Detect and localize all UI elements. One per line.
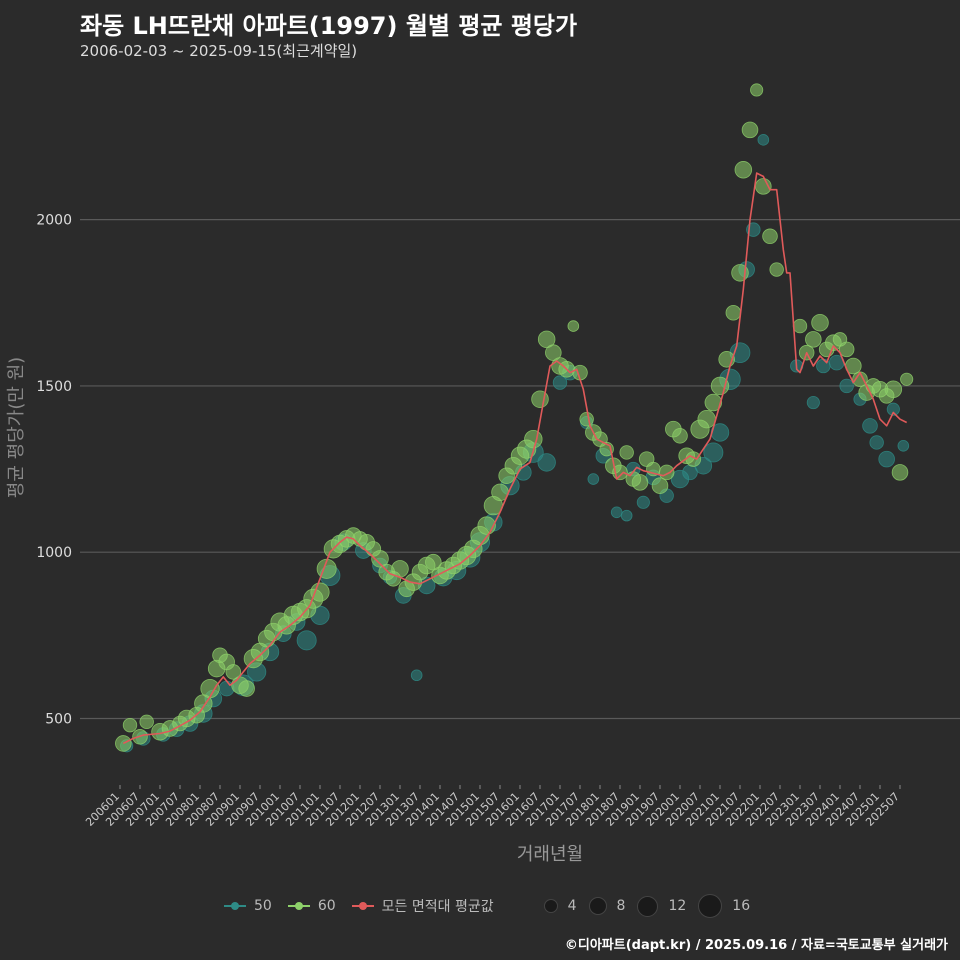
y-tick-label: 1000	[36, 545, 72, 561]
data-point-50	[862, 418, 878, 434]
y-tick-label: 2000	[36, 213, 72, 229]
data-point-50	[537, 453, 556, 472]
data-point-60	[741, 121, 759, 139]
size-label-8: 8	[616, 898, 626, 914]
x-axis-title: 거래년월	[517, 844, 583, 865]
legend: 50 60 모든 면적대 평균값 4 8 12 16	[222, 894, 763, 918]
data-point-60	[838, 341, 855, 358]
data-point-60	[225, 664, 242, 680]
data-point-50	[897, 439, 910, 452]
data-point-50	[869, 435, 884, 450]
size-dot-8	[588, 897, 607, 915]
legend-item-60[interactable]: 60	[286, 898, 336, 914]
data-point-60	[651, 477, 669, 494]
size-dot-12	[637, 895, 659, 917]
legend-item-average[interactable]: 모든 면적대 평균값	[350, 896, 494, 916]
data-point-60	[537, 330, 556, 349]
data-point-50	[878, 450, 895, 468]
data-point-60	[805, 331, 822, 348]
legend-label-average: 모든 면적대 평균값	[381, 899, 494, 915]
legend-label-60: 60	[317, 898, 336, 914]
size-legend-item: 8	[588, 897, 626, 915]
size-legend-item: 4	[543, 898, 577, 914]
size-dot-16	[698, 894, 723, 918]
data-point-60	[792, 318, 808, 334]
data-point-50	[587, 473, 600, 485]
data-point-60	[567, 320, 580, 332]
chart-title: 좌동 LH뜨란채 아파트(1997) 월별 평균 평당가	[80, 12, 578, 40]
data-point-60	[811, 313, 829, 332]
legend-key-50	[222, 899, 248, 913]
average-line	[122, 172, 908, 745]
legend-item-50[interactable]: 50	[222, 898, 272, 914]
data-point-60	[531, 390, 549, 408]
y-tick-label: 500	[45, 711, 72, 727]
data-point-60	[658, 464, 675, 481]
legend-key-60	[286, 899, 312, 913]
data-point-60	[704, 393, 723, 412]
size-label-4: 4	[567, 898, 577, 914]
data-point-60	[685, 451, 702, 467]
source-caption: ©디아파트(dapt.kr) / 2025.09.16 / 자료=국토교통부 실…	[564, 938, 948, 953]
data-point-60	[891, 464, 909, 481]
data-point-50	[636, 495, 650, 509]
data-point-60	[884, 380, 903, 399]
size-legend-item: 16	[698, 894, 750, 918]
data-point-60	[310, 582, 330, 602]
data-point-60	[750, 83, 764, 97]
data-point-60	[734, 161, 753, 179]
size-dot-4	[543, 899, 558, 913]
size-label-16: 16	[732, 898, 751, 914]
data-point-60	[524, 429, 543, 449]
data-point-50	[839, 378, 854, 394]
data-point-50	[886, 402, 900, 416]
data-point-60	[697, 409, 716, 429]
size-label-12: 12	[668, 898, 687, 914]
data-point-60	[238, 680, 255, 697]
data-point-60	[725, 305, 742, 321]
data-point-60	[631, 474, 649, 491]
data-point-60	[122, 717, 138, 733]
data-point-60	[619, 445, 634, 460]
data-point-50	[552, 375, 568, 390]
chart-subtitle: 2006-02-03 ~ 2025-09-15(최근계약일)	[80, 42, 358, 60]
data-point-60	[762, 228, 778, 245]
data-point-60	[371, 550, 389, 568]
data-point-50	[620, 509, 633, 522]
size-legend: 4 8 12 16	[543, 894, 763, 918]
data-point-50	[757, 134, 770, 146]
legend-label-50: 50	[254, 898, 272, 914]
y-tick-label: 1500	[36, 379, 72, 395]
data-point-50	[703, 442, 724, 463]
data-point-60	[672, 428, 688, 444]
size-legend-item: 12	[637, 895, 687, 917]
data-point-50	[806, 396, 820, 410]
data-point-50	[296, 630, 317, 651]
data-point-50	[410, 669, 423, 682]
data-point-60	[579, 411, 594, 427]
data-point-60	[200, 678, 220, 699]
data-point-60	[769, 262, 784, 277]
data-point-60	[900, 372, 914, 386]
data-point-50	[610, 506, 623, 519]
y-axis-title: 평균 평당가(만 원)	[6, 357, 27, 498]
data-point-60	[139, 714, 154, 730]
legend-key-average	[350, 899, 376, 913]
